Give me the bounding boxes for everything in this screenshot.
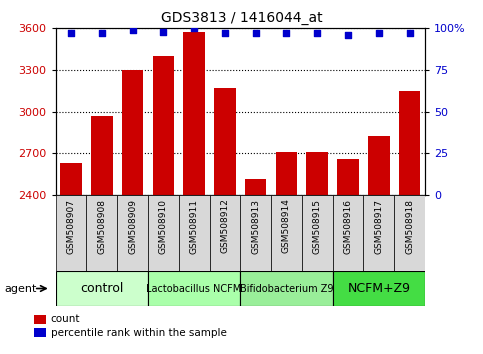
Point [67, 30, 75, 36]
Text: agent: agent [5, 284, 37, 293]
Bar [34, 329, 46, 337]
Point [252, 30, 259, 36]
Text: GSM508908: GSM508908 [97, 199, 106, 253]
Text: GSM508913: GSM508913 [251, 199, 260, 253]
Bar [394, 195, 425, 271]
Bar [34, 315, 46, 324]
Bar [364, 195, 394, 271]
Bar [86, 195, 117, 271]
Bar [179, 195, 210, 271]
Bar [214, 88, 236, 354]
Point [406, 30, 413, 36]
Bar [333, 271, 425, 306]
Text: GDS3813 / 1416044_at: GDS3813 / 1416044_at [161, 11, 322, 25]
Text: count: count [51, 314, 80, 325]
Bar [399, 91, 420, 354]
Text: GSM508918: GSM508918 [405, 199, 414, 253]
Bar [240, 271, 333, 306]
Text: GSM508915: GSM508915 [313, 199, 322, 253]
Bar [122, 70, 143, 354]
Bar [333, 195, 364, 271]
Bar [271, 195, 302, 271]
Bar [153, 56, 174, 354]
Bar [337, 159, 359, 354]
Point [375, 30, 383, 36]
Bar [245, 179, 267, 354]
Bar [210, 195, 240, 271]
Bar [302, 195, 333, 271]
Text: GSM508916: GSM508916 [343, 199, 353, 253]
Text: GSM508911: GSM508911 [190, 199, 199, 253]
Text: GSM508910: GSM508910 [159, 199, 168, 253]
Text: Lactobacillus NCFM: Lactobacillus NCFM [146, 284, 242, 293]
Point [128, 27, 136, 33]
Bar [368, 136, 390, 354]
Text: GSM508914: GSM508914 [282, 199, 291, 253]
Point [190, 25, 198, 31]
Bar [276, 152, 297, 354]
Point [98, 30, 106, 36]
Bar [184, 33, 205, 354]
Point [313, 30, 321, 36]
Text: NCFM+Z9: NCFM+Z9 [347, 282, 411, 295]
Text: GSM508917: GSM508917 [374, 199, 384, 253]
Text: percentile rank within the sample: percentile rank within the sample [51, 327, 227, 338]
Bar [148, 271, 241, 306]
Bar [56, 271, 148, 306]
Point [221, 30, 229, 36]
Text: Bifidobacterium Z9: Bifidobacterium Z9 [240, 284, 333, 293]
Bar [56, 195, 86, 271]
Point [344, 32, 352, 38]
Bar [240, 195, 271, 271]
Text: GSM508912: GSM508912 [220, 199, 229, 253]
Point [283, 30, 290, 36]
Bar [117, 195, 148, 271]
Bar [60, 163, 82, 354]
Bar [91, 116, 113, 354]
Bar [307, 152, 328, 354]
Bar [148, 195, 179, 271]
Text: control: control [80, 282, 124, 295]
Text: GSM508907: GSM508907 [67, 199, 75, 253]
Point [159, 29, 167, 34]
Text: GSM508909: GSM508909 [128, 199, 137, 253]
